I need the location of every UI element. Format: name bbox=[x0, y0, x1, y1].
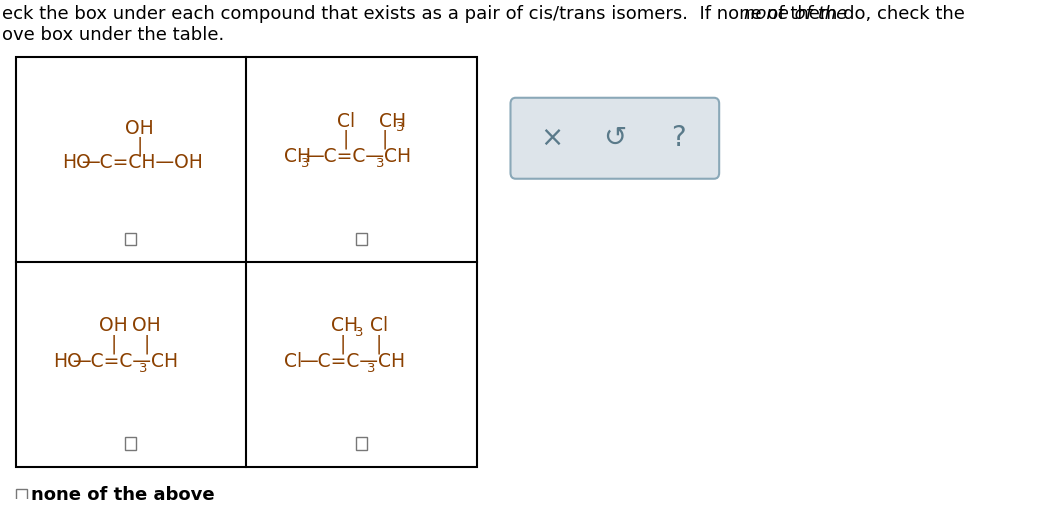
Text: 3: 3 bbox=[139, 362, 148, 375]
Text: |: | bbox=[339, 334, 345, 354]
Bar bbox=[125, 437, 136, 450]
Text: Cl: Cl bbox=[370, 317, 388, 335]
Text: |: | bbox=[343, 129, 349, 149]
Text: 3: 3 bbox=[301, 157, 309, 170]
Text: 3: 3 bbox=[396, 122, 405, 134]
Bar bbox=[16, 57, 477, 467]
Text: none of the above: none of the above bbox=[31, 486, 215, 504]
Text: —C=CH—OH: —C=CH—OH bbox=[81, 153, 203, 172]
Text: OH: OH bbox=[99, 317, 128, 335]
Text: 3: 3 bbox=[367, 362, 375, 375]
Text: |: | bbox=[382, 129, 388, 149]
Bar bbox=[16, 489, 27, 501]
Bar bbox=[356, 437, 367, 450]
Text: 3: 3 bbox=[355, 326, 364, 339]
Text: none of the: none of the bbox=[744, 5, 847, 23]
Text: HO: HO bbox=[53, 352, 82, 371]
Text: OH: OH bbox=[125, 119, 154, 137]
Text: 3: 3 bbox=[376, 157, 385, 170]
Text: —C=C—CH: —C=C—CH bbox=[305, 147, 411, 166]
Text: —C=C—CH: —C=C—CH bbox=[300, 352, 406, 371]
Text: eck the box under each compound that exists as a pair of cis/trans isomers.  If : eck the box under each compound that exi… bbox=[2, 5, 971, 23]
Text: |: | bbox=[136, 136, 142, 156]
Text: |: | bbox=[144, 334, 150, 354]
Bar bbox=[125, 233, 136, 245]
Text: —C=C—CH: —C=C—CH bbox=[72, 352, 179, 371]
Text: CH: CH bbox=[284, 147, 311, 166]
Text: ×: × bbox=[540, 124, 563, 152]
Text: Cl: Cl bbox=[337, 112, 355, 131]
Text: ?: ? bbox=[671, 124, 686, 152]
Text: OH: OH bbox=[132, 317, 161, 335]
Text: CH: CH bbox=[331, 317, 358, 335]
Text: |: | bbox=[111, 334, 117, 354]
Text: ↺: ↺ bbox=[603, 124, 626, 152]
FancyBboxPatch shape bbox=[510, 98, 720, 179]
Text: CH: CH bbox=[378, 112, 406, 131]
Bar bbox=[356, 233, 367, 245]
Text: ove box under the table.: ove box under the table. bbox=[2, 26, 224, 43]
Text: |: | bbox=[375, 334, 382, 354]
Text: HO: HO bbox=[62, 153, 90, 172]
Text: Cl: Cl bbox=[284, 352, 302, 371]
